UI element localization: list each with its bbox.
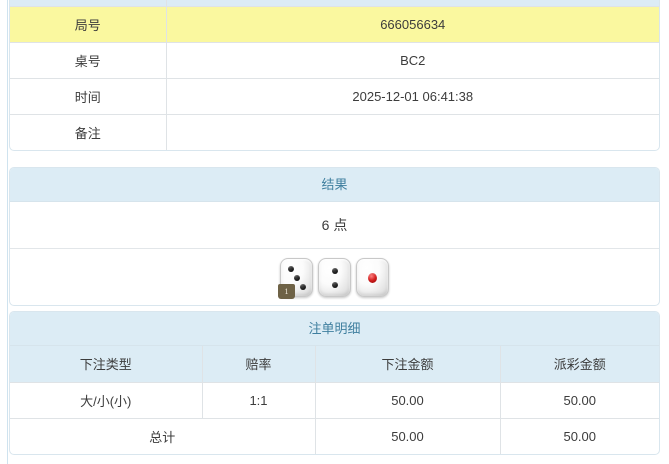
info-row-table-number: 桌号 BC2	[10, 41, 659, 79]
label-table-number: 桌号	[10, 41, 167, 79]
die-2-pip	[332, 267, 338, 274]
die-2-pip	[332, 281, 338, 288]
value-table-number: BC2	[165, 41, 659, 79]
die-1-pip	[300, 283, 306, 290]
die-2	[318, 257, 351, 297]
table-row-total: 总计 50.00 50.00	[10, 417, 659, 454]
round-info-table: 局号 666056634 桌号 BC2 时间 2025-12-01 06:41:…	[10, 0, 659, 150]
bet-detail-table: 下注类型 赔率 下注金额 派彩金额 大/小(小) 1:1 50.00 50.00…	[10, 346, 659, 454]
cell-odds: 1:1	[201, 381, 316, 419]
cell-total-stake: 50.00	[314, 417, 501, 454]
result-points-value: 6 点	[10, 202, 659, 249]
table-row: 大/小(小) 1:1 50.00 50.00	[10, 381, 659, 419]
info-row-round-number: 局号 666056634	[10, 5, 659, 43]
bet-table-header-row: 下注类型 赔率 下注金额 派彩金额	[10, 346, 659, 383]
column-header-bet-type: 下注类型	[10, 346, 203, 383]
label-time: 时间	[10, 77, 167, 115]
column-header-odds: 赔率	[201, 346, 316, 383]
cell-payout: 50.00	[499, 381, 659, 419]
column-header-payout: 派彩金额	[499, 346, 659, 383]
column-header-stake: 下注金额	[314, 346, 501, 383]
round-info-panel: 局号 666056634 桌号 BC2 时间 2025-12-01 06:41:…	[9, 0, 660, 151]
container-left-rail	[7, 0, 8, 464]
cell-total-payout: 50.00	[499, 417, 659, 454]
label-round-number: 局号	[10, 5, 167, 43]
value-round-number: 666056634	[165, 5, 659, 43]
die-1-pip	[294, 274, 300, 281]
result-panel: 结果 6 点 1	[9, 167, 660, 306]
value-time: 2025-12-01 06:41:38	[165, 77, 659, 115]
info-row-remark: 备注	[10, 113, 659, 150]
die-1-index-tag: 1	[278, 283, 295, 299]
info-row-time: 时间 2025-12-01 06:41:38	[10, 77, 659, 115]
cell-bet-type: 大/小(小)	[10, 381, 203, 419]
dice-row: 1	[10, 249, 659, 305]
result-section-title: 结果	[10, 168, 659, 202]
value-remark	[165, 113, 659, 150]
die-3-pip-red	[368, 272, 377, 283]
label-remark: 备注	[10, 113, 167, 150]
die-1: 1	[278, 257, 313, 299]
cell-stake: 50.00	[314, 381, 501, 419]
cell-total-label: 总计	[10, 417, 316, 454]
die-1-pip	[288, 265, 294, 272]
die-3	[356, 257, 389, 297]
bet-detail-panel: 注单明细 下注类型 赔率 下注金额 派彩金额 大/小(小) 1:1 50.00 …	[9, 311, 660, 455]
bet-detail-title: 注单明细	[10, 312, 659, 346]
